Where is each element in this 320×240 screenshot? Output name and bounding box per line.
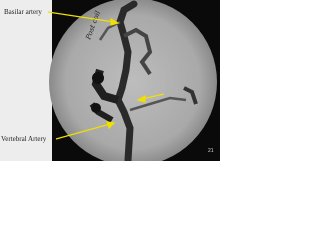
angiogram-slide: Post coil Basilar artery Vertebral Arter… bbox=[0, 0, 220, 161]
arrows bbox=[47, 11, 165, 140]
slide-number: 21 bbox=[208, 148, 214, 154]
basilar-label: Basilar artery bbox=[4, 8, 42, 16]
label-panel bbox=[0, 0, 52, 161]
vertebral-label: Vertebral Artery bbox=[1, 135, 47, 143]
fluoro-field bbox=[49, 0, 217, 161]
vessels bbox=[89, 0, 198, 161]
